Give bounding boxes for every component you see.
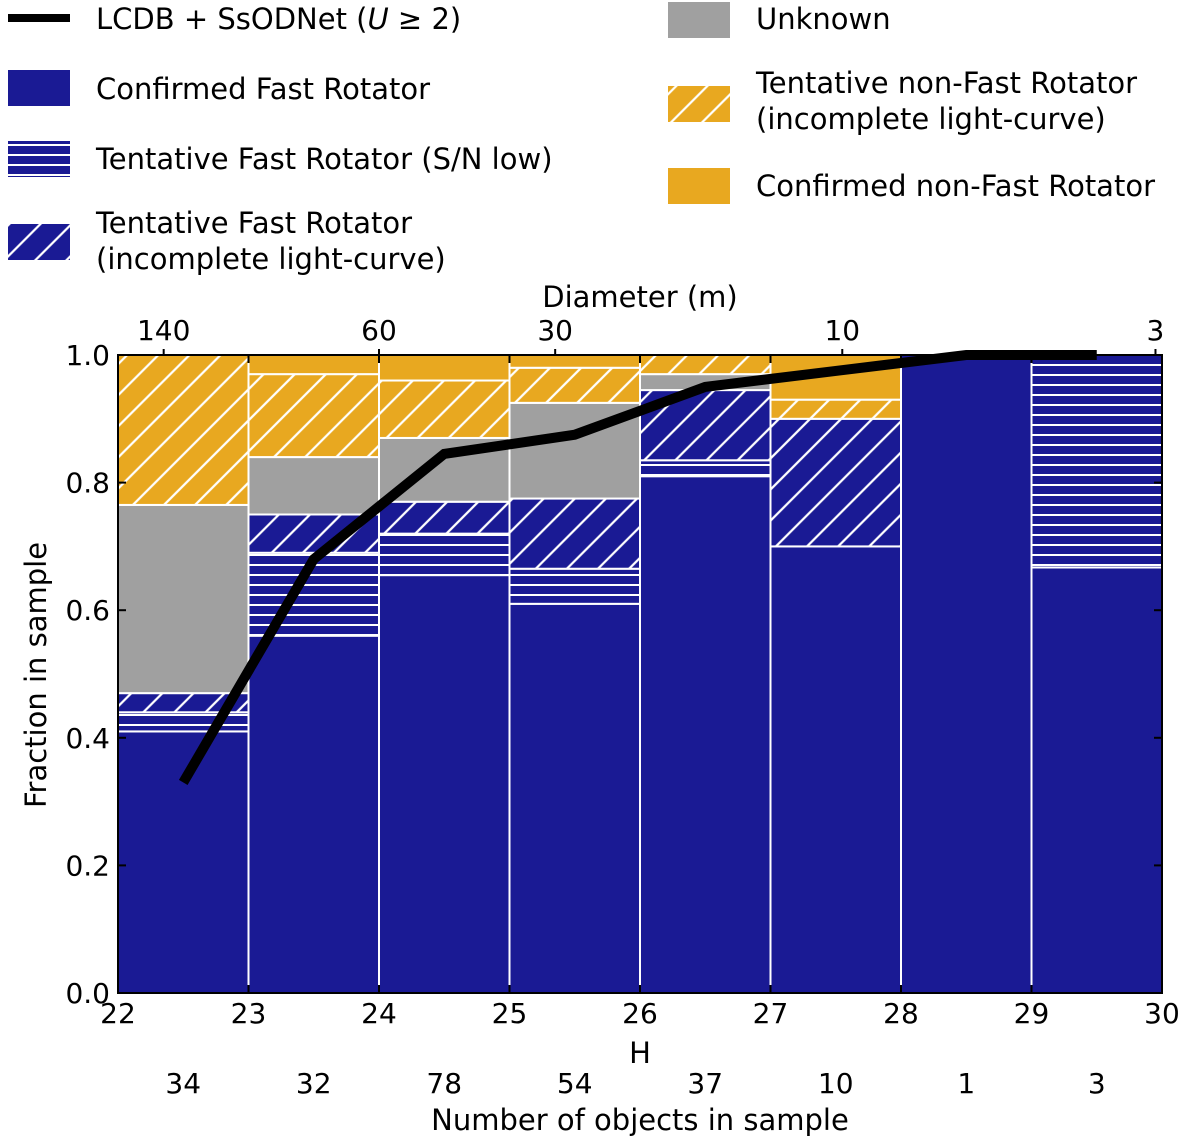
- legend-swatch-s0: [8, 70, 70, 106]
- y-axis-label: Fraction in sample: [19, 542, 53, 808]
- count-axis-label: Number of objects in sample: [431, 1103, 849, 1137]
- y-tick-label: 0.2: [65, 849, 110, 882]
- bar-segment-bin3-series1: [508, 567, 641, 605]
- count-label: 78: [426, 1067, 462, 1100]
- bar-segment-bin2-series0: [378, 574, 511, 994]
- x-tick-label: 24: [361, 997, 397, 1030]
- legend-swatch-s4: [668, 86, 730, 122]
- top-tick-label: 30: [537, 314, 573, 347]
- bar-segment-bin5-series4: [769, 398, 902, 420]
- x-tick-label: 29: [1014, 997, 1050, 1030]
- x-tick-label: 28: [883, 997, 919, 1030]
- legend-swatch-s5: [668, 168, 730, 204]
- top-tick-label: 3: [1147, 314, 1165, 347]
- bar-segment-bin2-series1: [378, 532, 511, 577]
- bar-segment-bin5-series0: [769, 545, 902, 995]
- top-tick-label: 60: [361, 314, 397, 347]
- bar-segment-bin3-series4: [508, 366, 641, 404]
- count-label: 10: [818, 1067, 854, 1100]
- x-tick-label: 30: [1144, 997, 1180, 1030]
- legend-label-s5: Confirmed non-Fast Rotator: [756, 169, 1155, 203]
- count-label: 37: [687, 1067, 723, 1100]
- bar-segment-bin3-series0: [508, 602, 641, 994]
- bar-segment-bin1-series3: [247, 456, 380, 516]
- count-label: 54: [557, 1067, 593, 1100]
- count-label: 34: [165, 1067, 201, 1100]
- top-tick-label: 140: [137, 314, 190, 347]
- bar-segment-bin4-series0: [639, 475, 772, 995]
- legend-label-line: LCDB + SsODNet (U ≥ 2): [96, 2, 461, 36]
- x-axis-label: H: [629, 1036, 651, 1070]
- bar-segment-bin2-series4: [378, 379, 511, 439]
- y-tick-label: 0.8: [65, 467, 110, 500]
- bar-segment-bin1-series4: [247, 373, 380, 459]
- x-tick-label: 23: [231, 997, 267, 1030]
- y-tick-label: 0.6: [65, 594, 110, 627]
- x-tick-label: 27: [753, 997, 789, 1030]
- count-label: 32: [296, 1067, 332, 1100]
- x-tick-label: 22: [100, 997, 136, 1030]
- bar-segment-bin4-series1: [639, 459, 772, 478]
- y-tick-label: 0.0: [65, 977, 110, 1010]
- bar-segment-bin5-series2: [769, 417, 902, 548]
- x-tick-label: 25: [492, 997, 528, 1030]
- bar-segment-bin0-series3: [117, 503, 250, 695]
- top-axis-label: Diameter (m): [542, 280, 737, 314]
- bar-segment-bin3-series5: [508, 354, 641, 369]
- count-label: 1: [957, 1067, 975, 1100]
- bar-segment-bin4-series4: [639, 354, 772, 376]
- legend-swatch-s1: [8, 141, 70, 177]
- fraction-line: [178, 350, 1097, 785]
- bar-segment-bin1-series5: [247, 354, 380, 376]
- bar-segment-bin0-series4: [117, 354, 250, 506]
- line-group: [178, 350, 1097, 785]
- bar-segment-bin2-series5: [378, 354, 511, 382]
- bars-group: [117, 354, 1163, 995]
- bar-segment-bin0-series1: [117, 711, 250, 733]
- top-tick-label: 10: [824, 314, 860, 347]
- legend-label-s4: Tentative non-Fast Rotator (incomplete li…: [755, 66, 1137, 136]
- bar-segment-bin7-series1: [1030, 354, 1163, 569]
- count-label: 3: [1088, 1067, 1106, 1100]
- axes-group: 22 23 24 25 26 27 28 29 30 0.0 0.2 0.4 0.6 0.8 1.0 140 6…: [65, 314, 1179, 1100]
- bar-segment-bin6-series0: [900, 354, 1033, 994]
- legend-label-s2: Tentative Fast Rotator (incomplete light-…: [95, 206, 446, 276]
- y-tick-label: 1.0: [65, 339, 110, 372]
- bar-segment-bin2-series2: [378, 500, 511, 535]
- x-tick-label: 26: [622, 997, 658, 1030]
- legend: LCDB + SsODNet (U ≥ 2) Confirmed Fast Ro…: [8, 2, 1155, 276]
- y-tick-label: 0.4: [65, 722, 110, 755]
- legend-swatch-s3: [668, 2, 730, 38]
- bar-segment-bin0-series0: [117, 730, 250, 994]
- legend-label-s1: Tentative Fast Rotator (S/N low): [95, 142, 553, 176]
- bar-segment-bin7-series0: [1030, 566, 1163, 994]
- legend-label-s3: Unknown: [756, 2, 891, 36]
- legend-label-s0: Confirmed Fast Rotator: [96, 72, 430, 106]
- bar-segment-bin3-series2: [508, 497, 641, 570]
- legend-swatch-s2: [8, 224, 70, 260]
- bar-segment-bin1-series0: [247, 634, 380, 994]
